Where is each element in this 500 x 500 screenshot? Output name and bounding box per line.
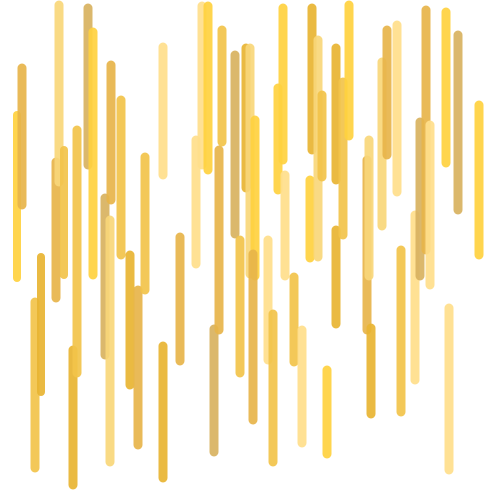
artwork-canvas bbox=[13, 0, 484, 490]
vertical-stripes-artwork bbox=[13, 0, 484, 490]
